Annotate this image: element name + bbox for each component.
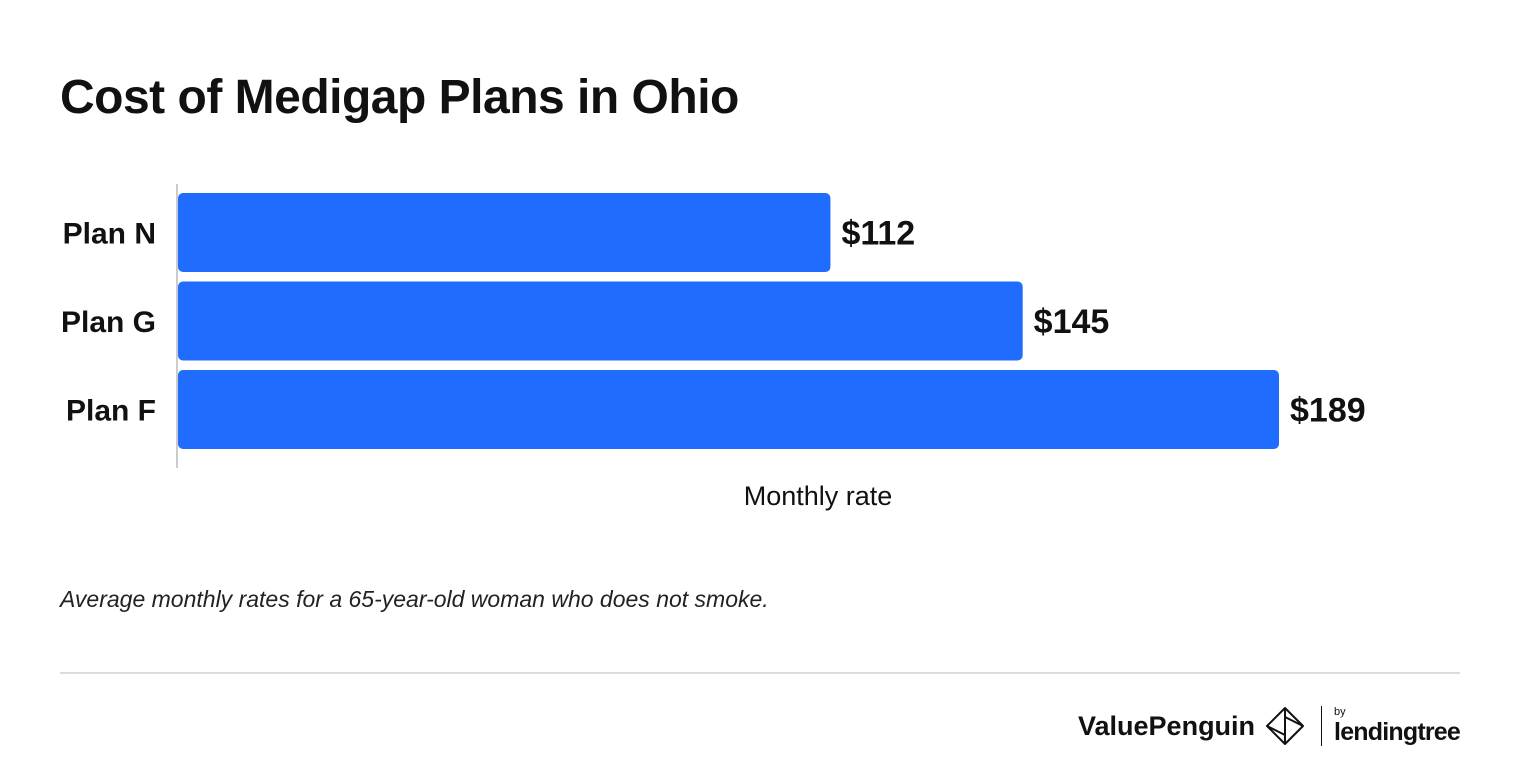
brand-separator	[1321, 706, 1323, 746]
bar-plan-n	[178, 193, 831, 272]
value-label-plan-g: $145	[1034, 303, 1110, 341]
category-label-plan-g: Plan G	[61, 306, 156, 339]
brand-logo: ValuePenguin by lendingtree	[1078, 702, 1461, 750]
category-label-plan-f: Plan F	[66, 395, 156, 428]
bar-chart: Plan N $112 Plan G $145 Plan F $189 Monthly r…	[61, 184, 1366, 511]
footer-divider	[60, 672, 1460, 674]
value-label-plan-n: $112	[841, 215, 915, 253]
by-text: by	[1334, 706, 1346, 718]
chart-footnote: Average monthly rates for a 65-year-old …	[60, 586, 769, 612]
chart-title: Cost of Medigap Plans in Ohio	[60, 71, 739, 124]
value-label-plan-f: $189	[1290, 392, 1366, 430]
category-label-plan-n: Plan N	[63, 218, 156, 251]
lendingtree-wordmark: lendingtree	[1334, 718, 1461, 746]
valuepenguin-logo-icon	[1266, 707, 1305, 745]
valuepenguin-wordmark: ValuePenguin	[1078, 710, 1256, 741]
x-axis-label: Monthly rate	[744, 481, 893, 511]
bar-plan-f	[178, 370, 1279, 449]
bars-group: Plan N $112 Plan G $145 Plan F $189	[61, 193, 1366, 449]
bar-plan-g	[178, 281, 1023, 361]
lendingtree-wordmark-group: by lendingtree	[1334, 706, 1461, 746]
